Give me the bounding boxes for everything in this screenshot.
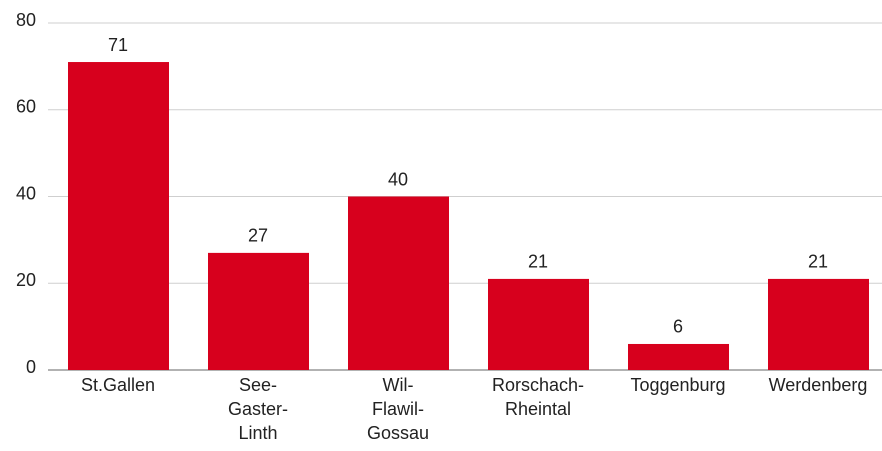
y-tick-label: 20 xyxy=(16,270,36,290)
value-label: 21 xyxy=(528,252,548,272)
y-tick-label: 80 xyxy=(16,10,36,30)
bar xyxy=(208,252,309,370)
value-label: 21 xyxy=(808,252,828,272)
value-label: 71 xyxy=(108,35,128,55)
x-tick-label: Wil-Flawil-Gossau xyxy=(367,375,429,443)
y-tick-label: 60 xyxy=(16,97,36,117)
bar xyxy=(68,62,169,370)
x-tick-label: St.Gallen xyxy=(81,375,155,395)
bar xyxy=(628,343,729,370)
bar xyxy=(768,278,869,370)
value-label: 27 xyxy=(248,226,268,246)
x-tick-label: See-Gaster-Linth xyxy=(228,375,288,443)
y-tick-label: 0 xyxy=(26,357,36,377)
bar xyxy=(348,196,449,370)
value-label: 6 xyxy=(673,317,683,337)
y-tick-label: 40 xyxy=(16,183,36,203)
x-tick-label: Werdenberg xyxy=(769,375,868,395)
x-tick-label: Rorschach-Rheintal xyxy=(492,375,584,419)
bar xyxy=(488,278,589,370)
value-label: 40 xyxy=(388,169,408,189)
x-tick-label: Toggenburg xyxy=(630,375,725,395)
